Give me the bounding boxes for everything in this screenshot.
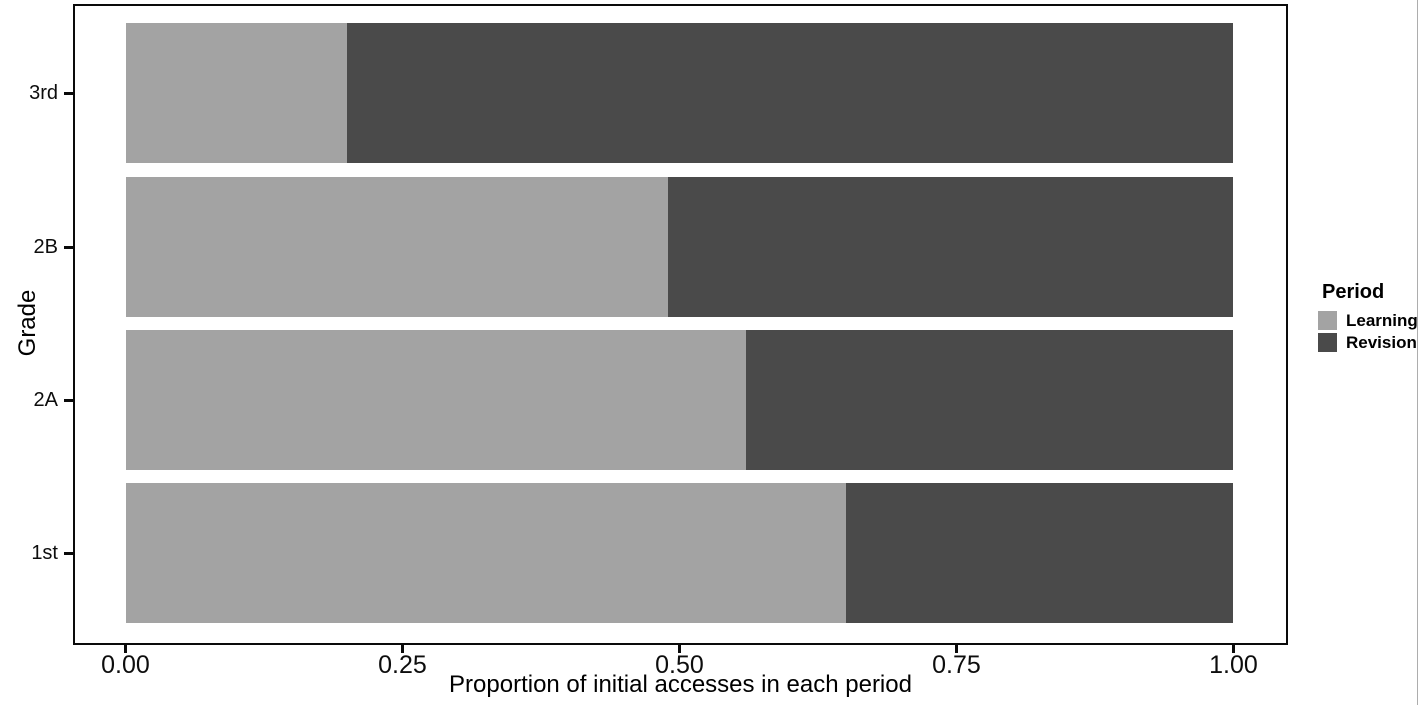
x-axis-tick-label: 0.75 — [932, 651, 981, 679]
legend-swatch-revision — [1318, 333, 1337, 352]
legend-swatch-learning — [1318, 311, 1337, 330]
plot-panel — [73, 4, 1288, 645]
bar-segment-learning-1st — [125, 483, 846, 623]
y-axis-tick — [64, 246, 73, 249]
y-axis-tick — [64, 552, 73, 555]
y-axis-tick — [64, 92, 73, 95]
y-axis-tick — [64, 399, 73, 402]
bar-segment-revision-2b — [668, 177, 1234, 317]
y-axis-title: Grade — [14, 289, 41, 357]
x-axis-tick-label: 0.00 — [101, 651, 150, 679]
x-axis-tick — [124, 645, 127, 653]
y-axis-tick-label: 2A — [33, 389, 58, 411]
x-axis-tick — [1232, 645, 1235, 653]
y-axis-tick-label: 1st — [31, 542, 58, 564]
legend-label-revision: Revision — [1346, 333, 1417, 352]
bar-segment-learning-3rd — [125, 23, 348, 163]
y-axis-tick-label: 3rd — [29, 82, 58, 104]
bar-segment-learning-2a — [125, 330, 746, 470]
x-axis-title: Proportion of initial accesses in each p… — [449, 671, 912, 698]
bar-segment-revision-2a — [745, 330, 1234, 470]
legend-item-revision: Revision — [1318, 333, 1418, 352]
y-axis-tick-label: 2B — [33, 236, 58, 258]
legend-label-learning: Learning — [1346, 311, 1418, 330]
x-axis-tick-label: 0.50 — [655, 651, 704, 679]
x-axis-tick — [401, 645, 404, 653]
x-axis-tick — [955, 645, 958, 653]
legend-title: Period — [1322, 281, 1385, 303]
bar-segment-revision-3rd — [347, 23, 1234, 163]
x-axis-tick — [678, 645, 681, 653]
bar-segment-learning-2b — [125, 177, 669, 317]
x-axis-tick-label: 0.25 — [378, 651, 427, 679]
legend-items: Learning Revision — [1318, 311, 1418, 352]
x-axis-tick-label: 1.00 — [1209, 651, 1258, 679]
bar-segment-revision-1st — [845, 483, 1234, 623]
legend: Period Learning Revision — [1318, 281, 1418, 355]
legend-item-learning: Learning — [1318, 311, 1418, 330]
